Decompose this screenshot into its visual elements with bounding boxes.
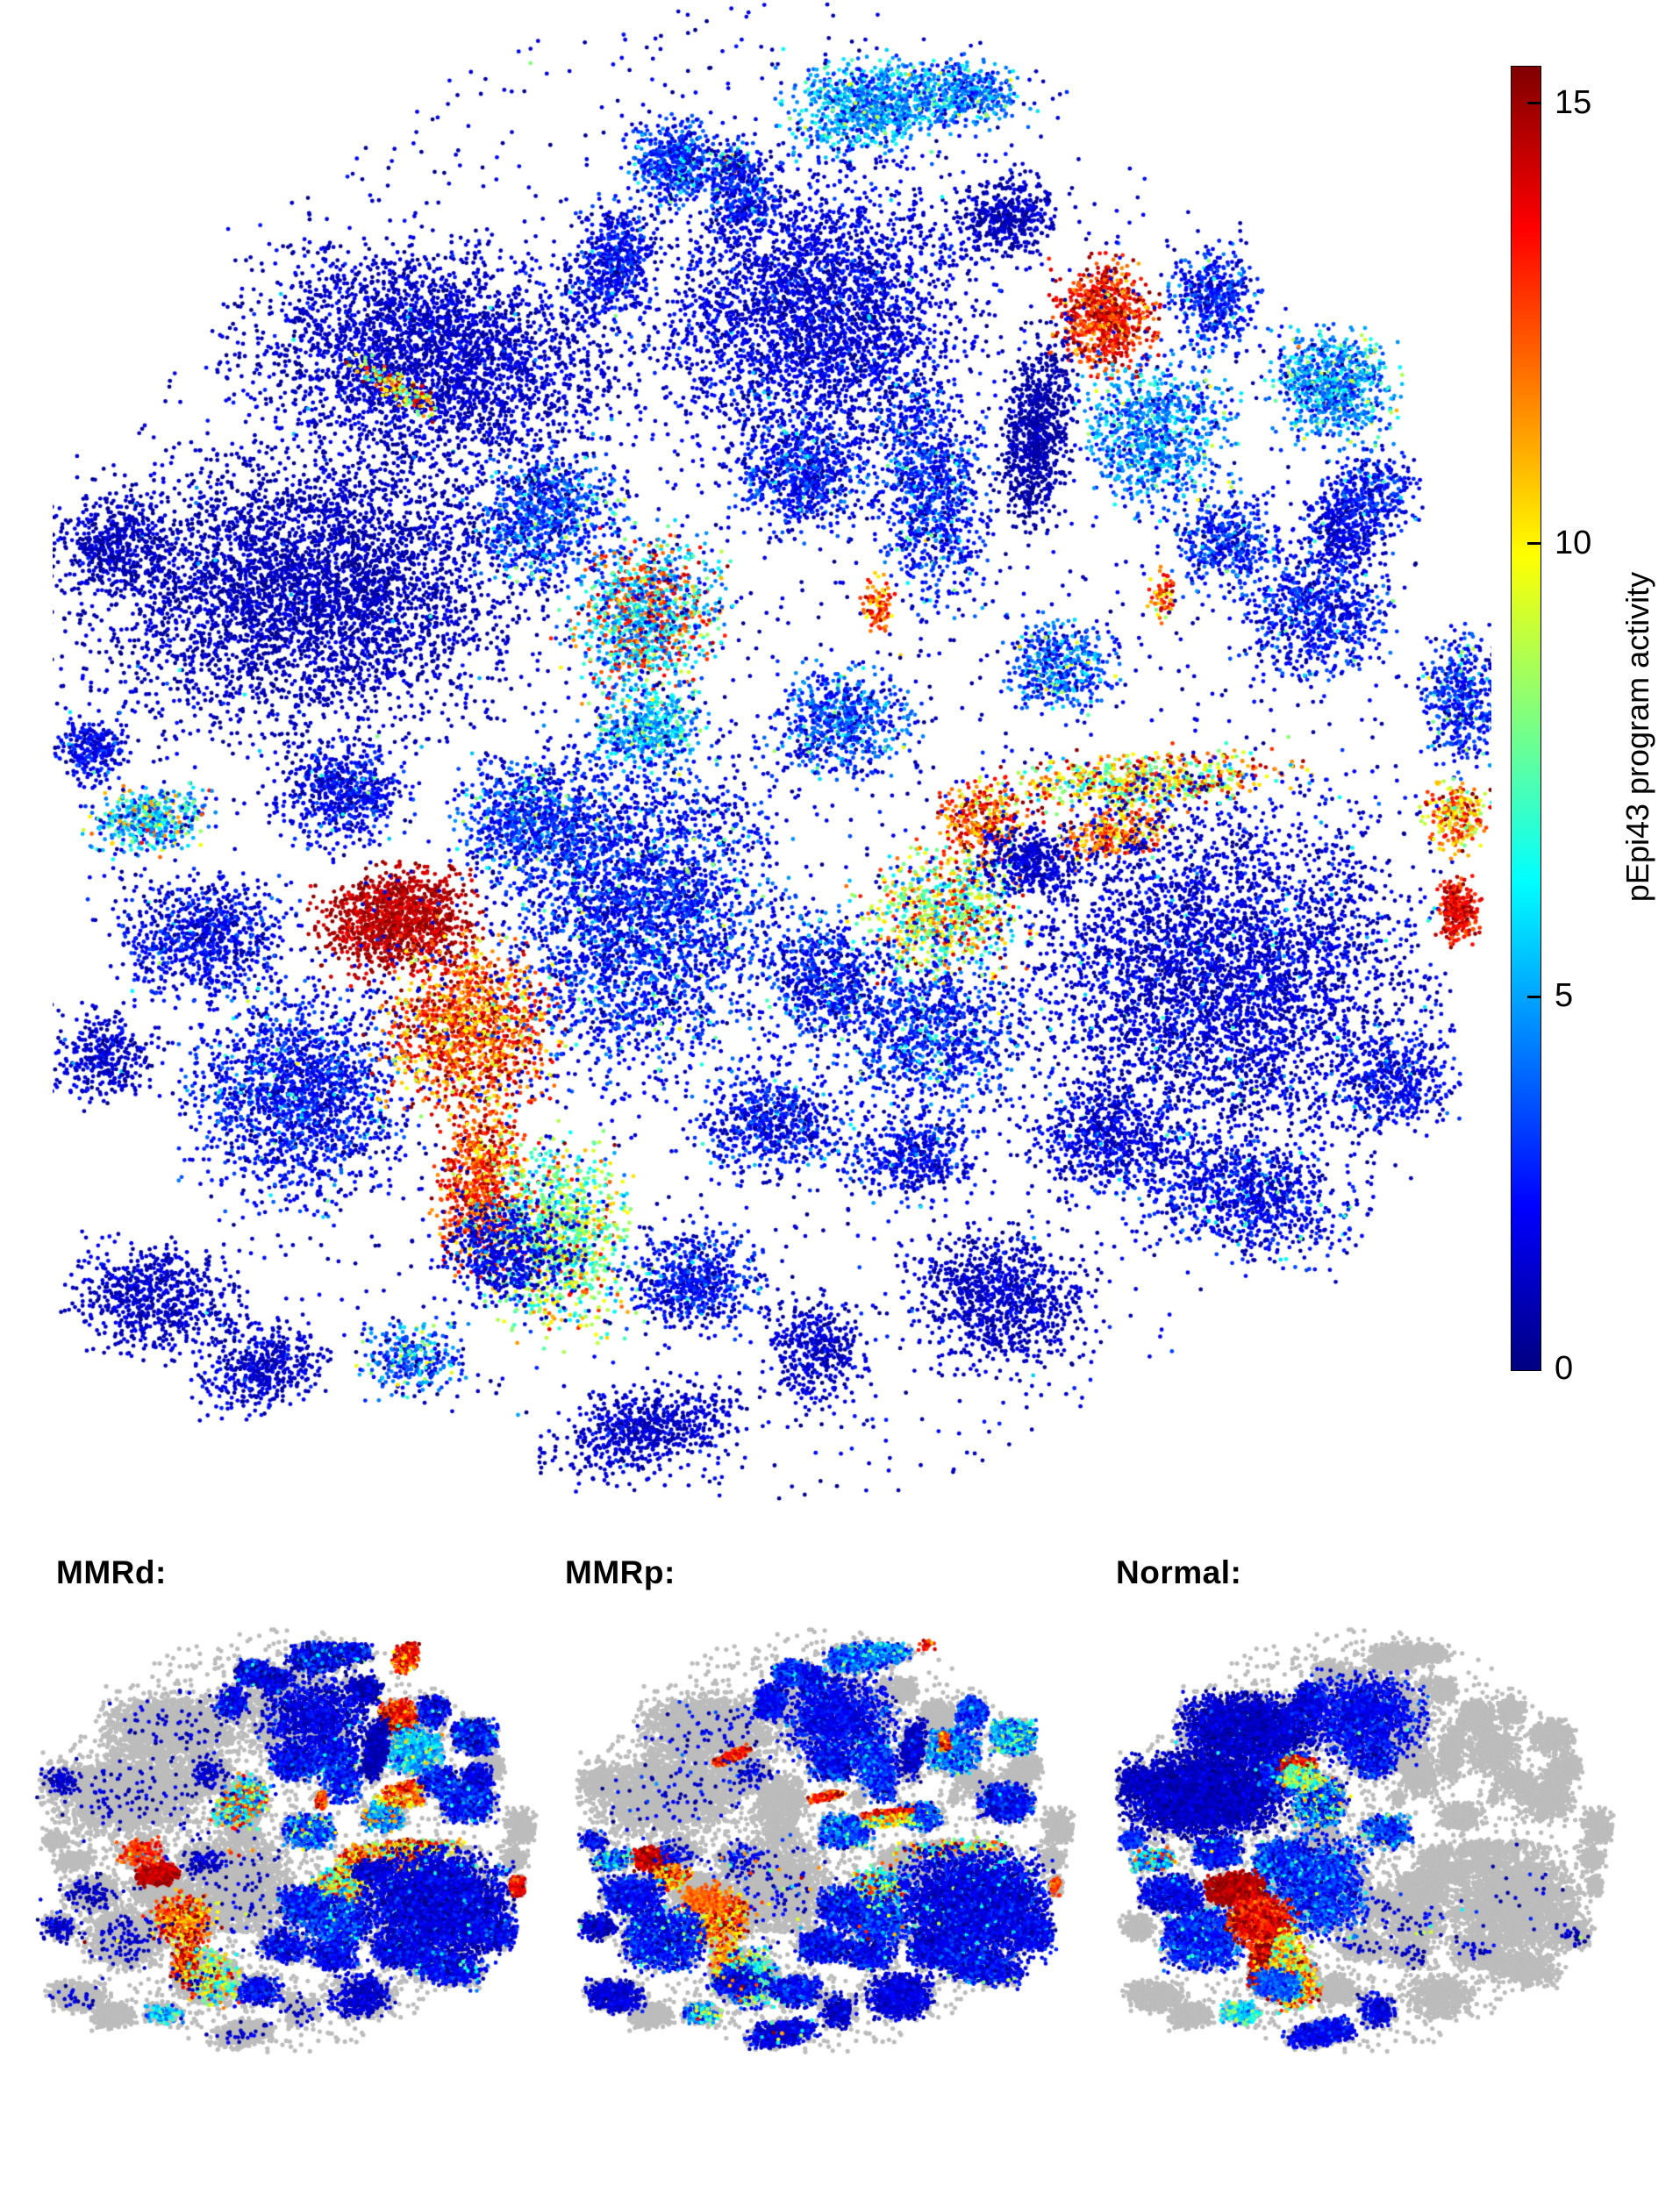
colorbar-tick-label-15: 15 [1555, 83, 1592, 121]
colorbar-tick-label-10: 10 [1555, 524, 1592, 561]
panel-label-mmrd: MMRd: [56, 1554, 167, 1590]
subpanel-mmrp-plot [555, 1621, 1099, 2095]
colorbar-tick-label-5: 5 [1555, 977, 1574, 1015]
colorbar-tick-15 [1527, 102, 1541, 105]
panel-label-normal: Normal: [1116, 1554, 1242, 1590]
colorbar-axis-label: pEpi43 program activity [1619, 571, 1655, 903]
colorbar-tick-5 [1527, 995, 1541, 998]
colorbar-tick-10 [1527, 542, 1541, 545]
subpanel-mmrd-plot [18, 1621, 561, 2095]
subpanel-normal-plot [1095, 1621, 1639, 2095]
panel-label-mmrp: MMRp: [565, 1554, 676, 1590]
colorbar [1511, 66, 1541, 1371]
main-embedding-plot [53, 0, 1491, 1509]
colorbar-gradient [1512, 67, 1541, 1370]
colorbar-tick-label-0: 0 [1555, 1350, 1574, 1387]
